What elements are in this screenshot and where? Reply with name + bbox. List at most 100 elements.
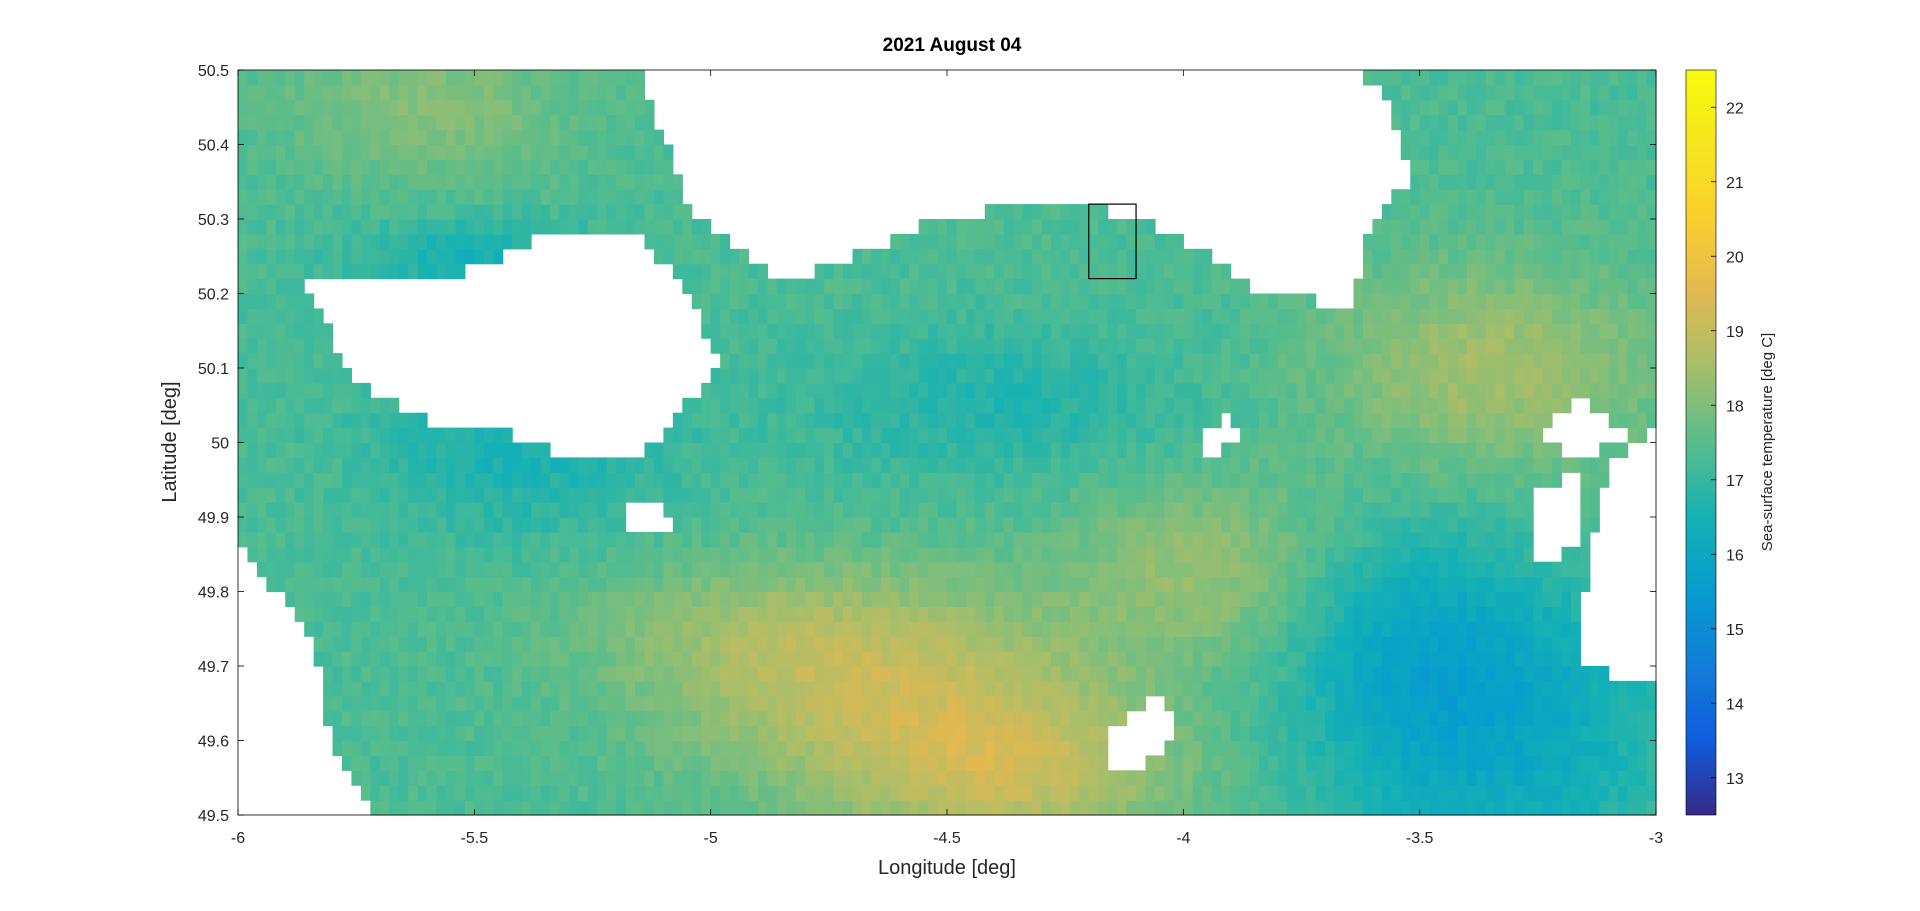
heat-cell [644,800,655,816]
heat-cell [1003,666,1014,682]
heat-cell [1448,412,1459,429]
heat-cell [389,785,400,801]
heat-cell [1183,487,1194,503]
heat-cell [1391,710,1402,727]
heat-cell [540,800,551,816]
heat-cell [852,487,863,503]
heat-cell [776,666,787,682]
heat-cell [899,621,910,637]
heat-cell [455,651,466,667]
heat-cell [1400,755,1411,771]
heat-cell [928,666,939,682]
heat-cell [285,517,296,533]
heat-cell [1438,427,1449,444]
heat-cell [1211,710,1222,727]
heat-cell [1457,189,1468,205]
heat-cell [1230,576,1241,593]
heat-cell [729,636,740,652]
heat-cell [1154,338,1166,354]
heat-cell [739,382,750,399]
heat-cell [1400,770,1411,786]
heat-cell [1240,666,1251,682]
heat-cell [445,84,457,101]
heat-cell [285,204,296,220]
heat-cell [1126,382,1137,399]
heat-cell [1391,219,1402,235]
heat-cell [1192,740,1203,756]
heat-cell [1296,487,1307,503]
heat-cell [360,457,371,473]
heat-cell [398,606,409,622]
heat-cell [1126,591,1137,607]
heat-cell [1032,755,1043,771]
heat-cell [559,710,570,727]
heat-cell [474,144,485,160]
heat-cell [691,561,702,578]
heat-cell [408,710,419,727]
heat-cell [1249,770,1260,786]
heat-cell [238,457,249,473]
heat-cell [512,651,523,667]
heat-cell [1069,204,1080,220]
heat-cell [1098,531,1109,548]
heat-cell [332,457,343,473]
heat-cell [909,457,920,473]
heat-cell [1117,651,1128,667]
heat-cell [729,561,740,578]
heat-cell [1372,666,1383,682]
heat-cell [578,502,589,518]
heat-cell [370,114,381,131]
heat-cell [1448,785,1459,801]
heat-cell [304,546,315,563]
heat-cell [474,159,485,175]
heat-cell [663,606,674,622]
heat-cell [275,531,286,548]
heat-cell [682,517,693,533]
heat-cell [616,114,627,131]
heat-cell [549,606,561,622]
heat-cell [1372,800,1383,816]
heat-cell [824,487,835,503]
heat-cell [578,800,589,816]
heat-cell [1391,233,1402,250]
heat-cell [323,710,334,727]
heat-cell [833,308,844,324]
heat-cell [1315,338,1326,354]
heat-cell [559,159,570,175]
heat-cell [928,248,939,265]
heat-cell [1164,338,1175,354]
heat-cell [398,531,409,548]
heat-cell [663,710,674,727]
heat-cell [1230,323,1241,339]
heat-cell [1136,397,1147,414]
heat-cell [1268,651,1279,667]
heat-cell [1069,248,1080,265]
heat-cell [625,725,636,742]
heat-cell [890,472,901,488]
heat-cell [1344,591,1355,607]
heat-cell [701,442,712,458]
heat-cell [1211,576,1222,593]
heat-cell [1211,487,1222,503]
heat-cell [1088,695,1099,712]
heat-cell [427,159,438,175]
heat-cell [757,487,768,503]
heat-cell [1079,755,1090,771]
heat-cell [398,725,409,742]
heat-cell [1344,755,1355,771]
heat-cell [843,785,854,801]
heat-cell [351,531,362,548]
heat-cell [616,591,627,607]
heat-cell [653,442,664,458]
heat-cell [285,278,296,295]
heat-cell [389,427,400,444]
heat-cell [1344,621,1355,637]
heat-cell [540,144,551,160]
heat-cell [493,651,504,667]
heat-cell [483,174,494,190]
heat-cell [1268,487,1279,503]
heat-cell [256,531,267,548]
heat-cell [1438,517,1449,533]
heat-cell [578,219,589,235]
heat-cell [351,189,362,205]
